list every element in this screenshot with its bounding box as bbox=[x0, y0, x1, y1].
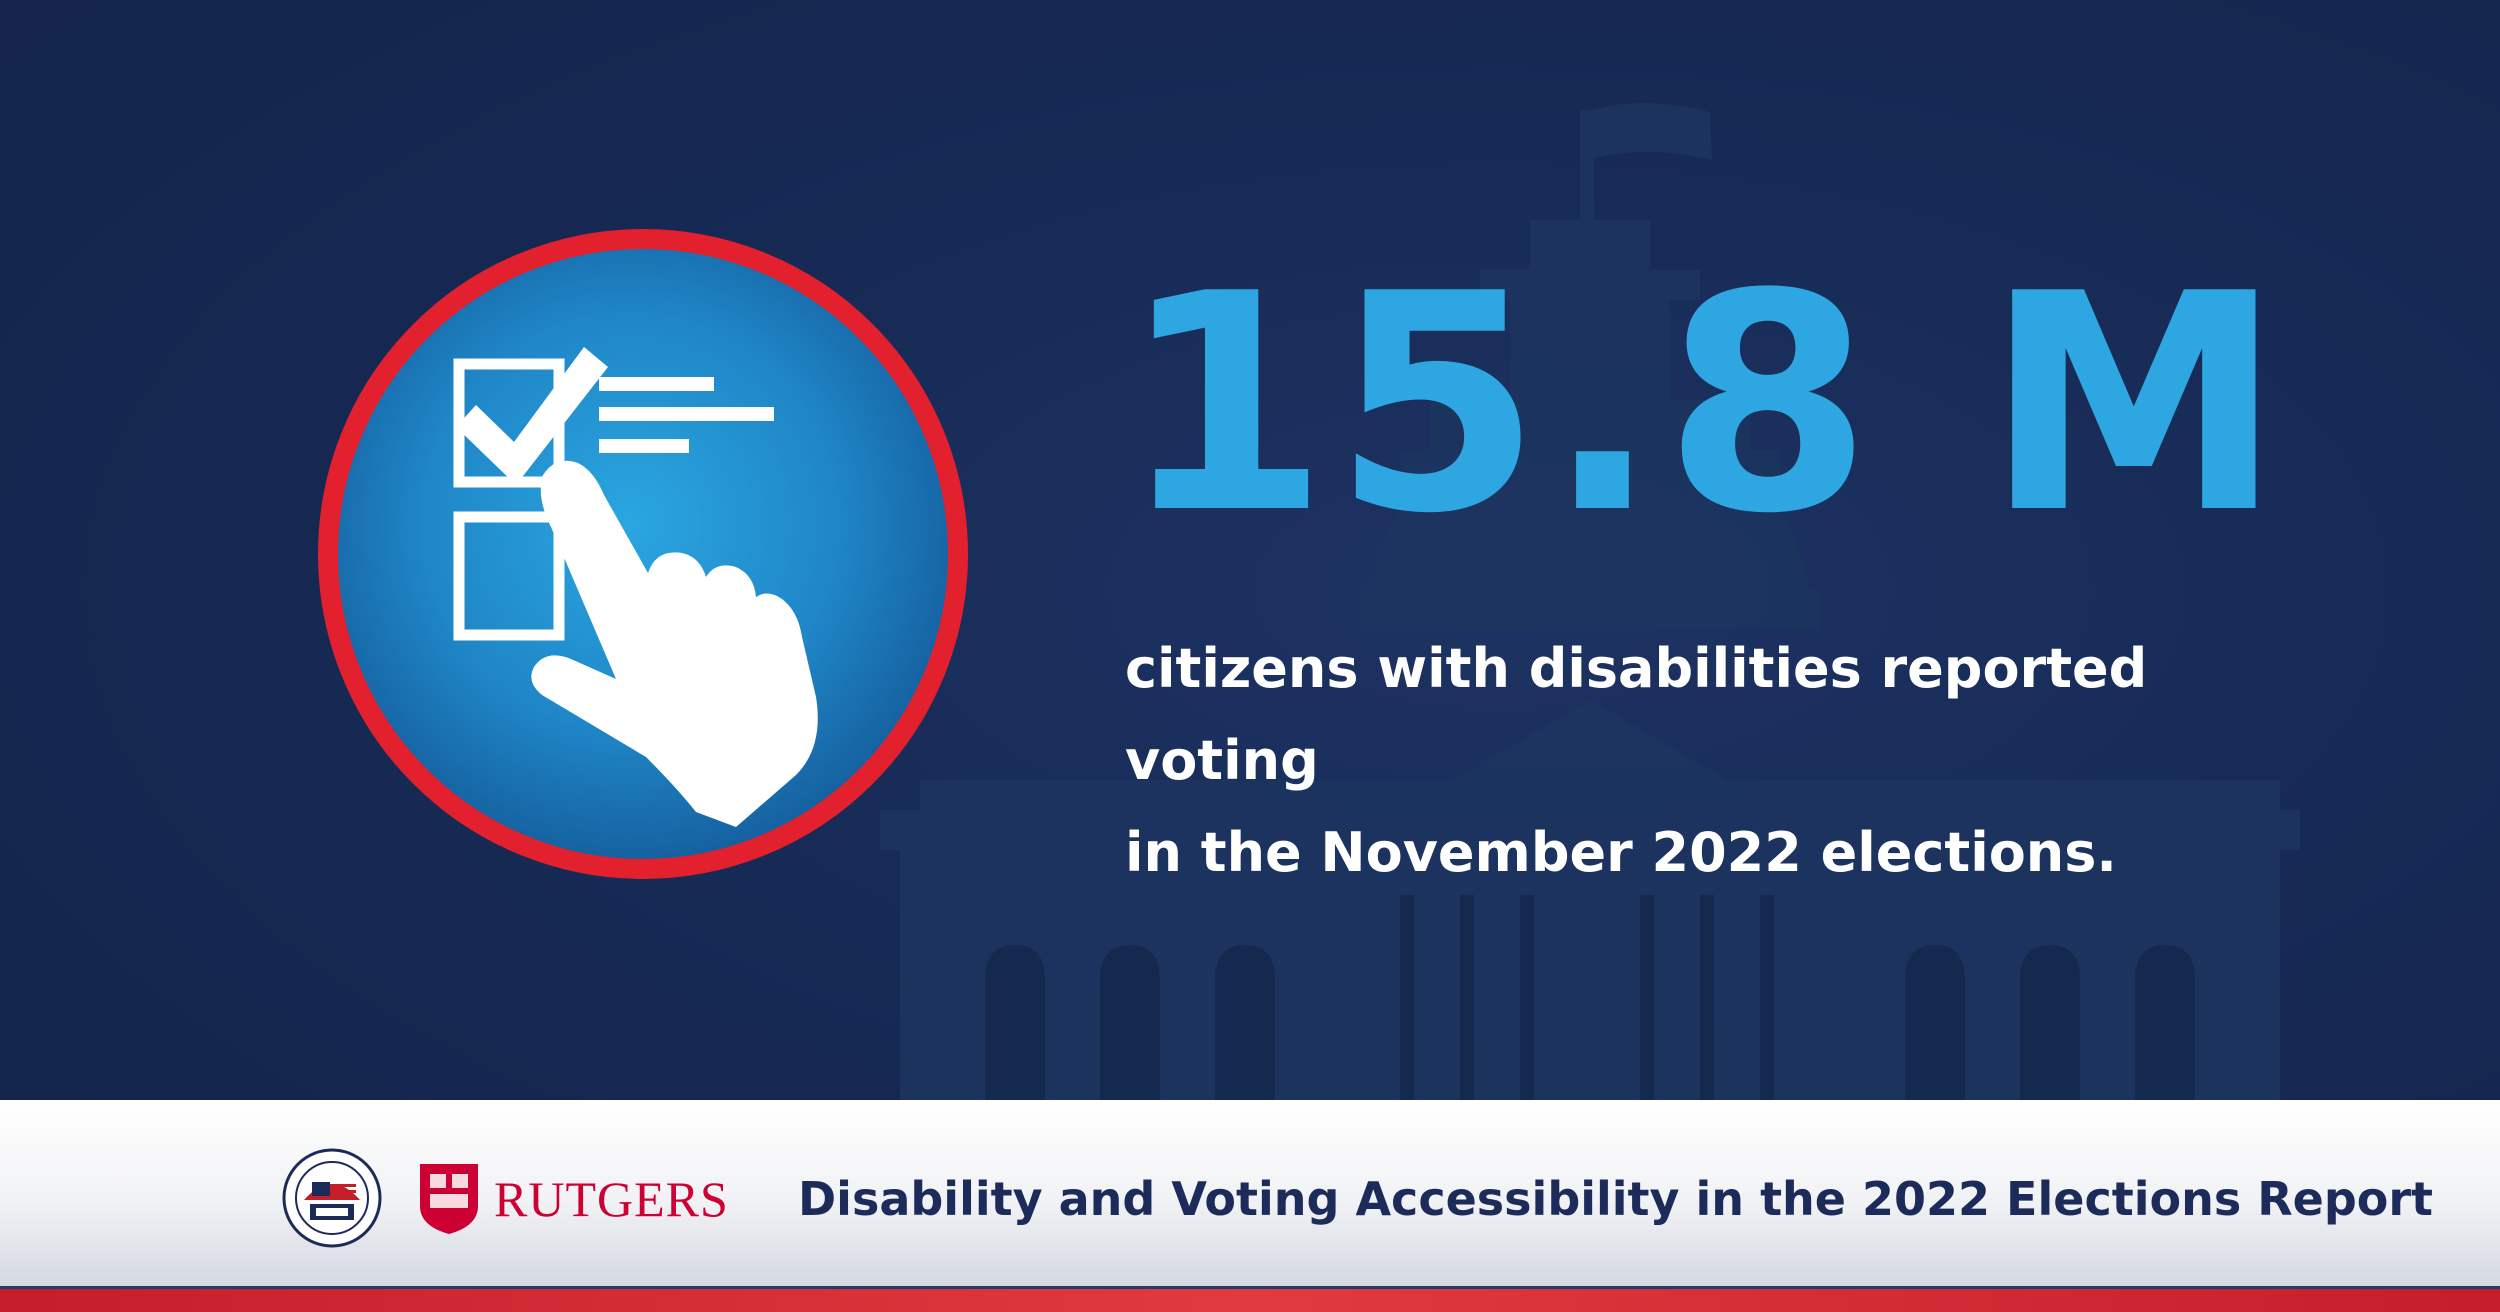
rutgers-shield-logo bbox=[420, 1164, 478, 1234]
stat-description: citizens with disabilities reported voti… bbox=[1125, 623, 2325, 899]
eac-seal-logo bbox=[282, 1148, 382, 1248]
rutgers-wordmark: Rutgers bbox=[494, 1171, 729, 1227]
footer-bar bbox=[0, 1100, 2500, 1286]
footer-stripe bbox=[0, 1286, 2500, 1312]
report-title: Disability and Voting Accessibility in t… bbox=[798, 1172, 2434, 1226]
description-line-2: in the November 2022 elections. bbox=[1125, 821, 2117, 884]
ballot-checklist-pointing-hand-icon bbox=[318, 229, 968, 879]
capitol-building-silhouette bbox=[880, 102, 2300, 1100]
description-line-1: citizens with disabilities reported voti… bbox=[1125, 637, 2148, 792]
voter-count-stat: 15.8 M bbox=[1120, 230, 2288, 579]
